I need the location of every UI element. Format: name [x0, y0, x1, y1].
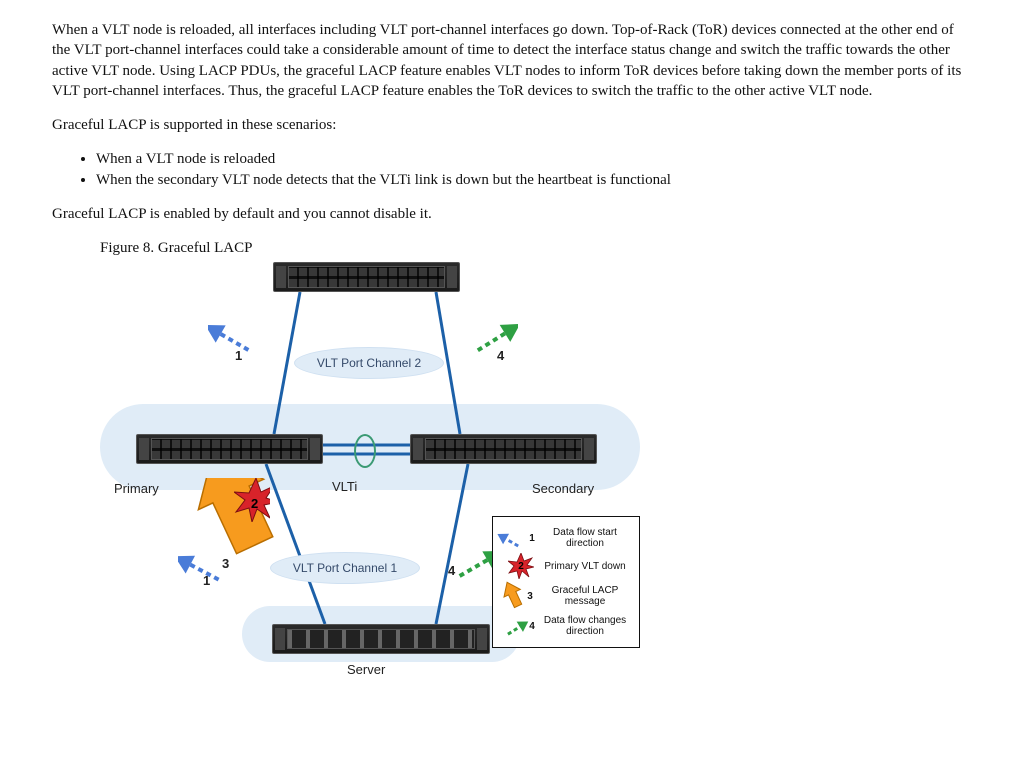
- list-item: When a VLT node is reloaded: [96, 149, 972, 169]
- legend-3-num: 3: [527, 591, 533, 603]
- legend-3-text: Graceful LACP message: [535, 585, 635, 608]
- legend-row: 3 Graceful LACP message: [497, 581, 635, 611]
- legend-row: 2 Primary VLT down: [497, 553, 635, 579]
- secondary-switch: [410, 434, 597, 464]
- legend-row: 1 Data flow start direction: [497, 525, 635, 551]
- scenario-intro: Graceful LACP is supported in these scen…: [52, 115, 972, 135]
- scenario-list: When a VLT node is reloaded When the sec…: [52, 149, 972, 190]
- tor-switch: [273, 262, 460, 292]
- legend-4-num: 4: [529, 621, 535, 633]
- flow-4-bottom-label: 4: [448, 562, 455, 580]
- graceful-lacp-diagram: 3 VLT Port Channel 2 VLT Port Channel 1 …: [100, 262, 740, 677]
- flow-1-bottom-label: 1: [203, 572, 210, 590]
- blue-arrow-icon: [497, 525, 529, 551]
- vlti-ring-icon: [354, 434, 376, 468]
- flow-1-top-label: 1: [235, 347, 242, 365]
- green-arrow-icon: [497, 613, 529, 639]
- orange-arrow-icon: [499, 581, 527, 611]
- server-device: [272, 624, 490, 654]
- legend-4-text: Data flow changes direction: [535, 615, 635, 638]
- legend-1-num: 1: [529, 533, 535, 545]
- vlti-label: VLTi: [332, 478, 357, 496]
- flow-arrow-4-top: [458, 304, 518, 364]
- legend-2-text: Primary VLT down: [535, 561, 635, 573]
- list-item: When the secondary VLT node detects that…: [96, 170, 972, 190]
- secondary-label: Secondary: [532, 480, 594, 498]
- default-note: Graceful LACP is enabled by default and …: [52, 204, 972, 224]
- flow-4-top-label: 4: [497, 347, 504, 365]
- intro-paragraph: When a VLT node is reloaded, all interfa…: [52, 20, 972, 101]
- legend-1-text: Data flow start direction: [535, 527, 635, 550]
- flow-arrow-4-bottom: [440, 530, 500, 590]
- legend-box: 1 Data flow start direction 2 Primary VL…: [492, 516, 640, 648]
- legend-2-num: 2: [518, 561, 524, 573]
- legend-row: 4 Data flow changes direction: [497, 613, 635, 639]
- primary-label: Primary: [114, 480, 159, 498]
- figure-caption: Figure 8. Graceful LACP: [100, 238, 972, 258]
- server-label: Server: [347, 661, 385, 679]
- event-2-label: 2: [251, 495, 258, 513]
- primary-switch: [136, 434, 323, 464]
- primary-down-star-icon: 2: [234, 482, 270, 518]
